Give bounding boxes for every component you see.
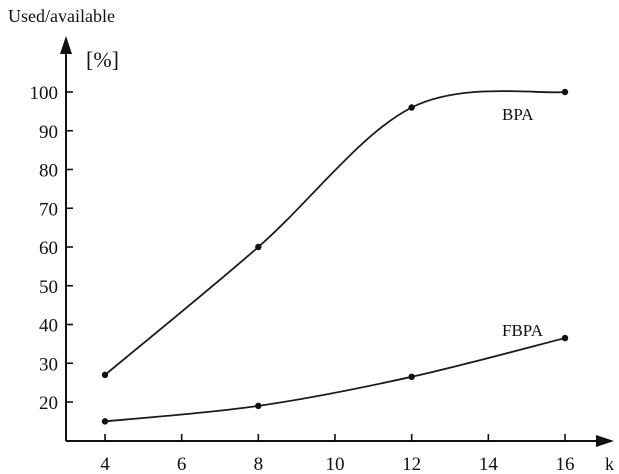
y-tick-label-60: 60 — [39, 238, 58, 259]
x-tick-label-6: 6 — [177, 454, 187, 474]
data-point-bpa-12 — [408, 104, 415, 111]
y-axis-unit: [%] — [86, 47, 119, 72]
data-point-bpa-16 — [561, 88, 569, 96]
y-axis-title: Used/available — [8, 6, 115, 26]
y-tick-label-80: 80 — [39, 161, 58, 182]
series-label-fbpa: FBPA — [502, 321, 544, 340]
data-point-fbpa-8 — [255, 402, 262, 410]
series-line-bpa — [104, 90, 566, 376]
y-axis-arrow — [60, 36, 72, 54]
x-tick-label-8: 8 — [254, 454, 264, 474]
data-point-fbpa-16 — [561, 334, 569, 342]
y-tick-label-100: 100 — [30, 83, 59, 104]
data-point-fbpa-12 — [408, 373, 415, 381]
y-tick-label-70: 70 — [39, 199, 58, 220]
x-tick-label-16: 16 — [556, 454, 575, 474]
series-line-fbpa — [104, 337, 566, 423]
x-tick-label-14: 14 — [479, 454, 499, 474]
y-tick-label-40: 40 — [39, 316, 58, 337]
x-tick-label-4: 4 — [100, 454, 110, 474]
data-point-fbpa-4 — [101, 418, 109, 425]
x-axis-title: k — [605, 454, 614, 474]
x-tick-label-10: 10 — [326, 454, 345, 474]
y-tick-label-50: 50 — [39, 277, 58, 298]
series-label-bpa: BPA — [502, 105, 534, 124]
data-point-bpa-4 — [101, 371, 109, 379]
y-tick-label-30: 30 — [39, 354, 58, 375]
x-axis-arrow — [596, 435, 614, 447]
y-tick-label-20: 20 — [39, 393, 58, 414]
y-tick-label-90: 90 — [39, 122, 58, 143]
x-tick-label-12: 12 — [402, 454, 421, 474]
data-point-bpa-8 — [255, 243, 262, 251]
